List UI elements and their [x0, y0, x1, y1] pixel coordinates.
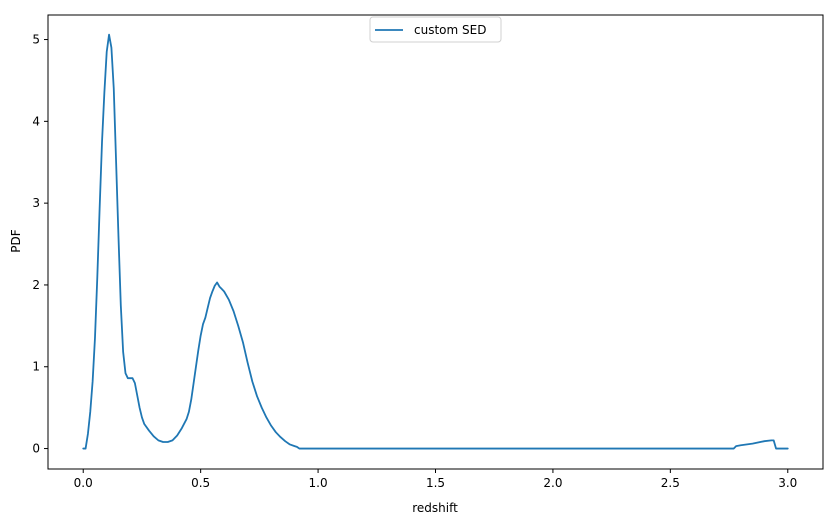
- y-tick-label: 0: [32, 442, 40, 456]
- x-axis-ticks: 0.0 0.5 1.0 1.5 2.0 2.5 3.0: [74, 469, 797, 490]
- legend-label: custom SED: [414, 23, 486, 37]
- x-axis-label: redshift: [412, 501, 458, 515]
- y-axis-label: PDF: [9, 229, 23, 252]
- plot-area: [47, 14, 824, 470]
- legend-frame: [369, 16, 502, 43]
- legend: custom SED: [369, 16, 502, 43]
- x-tick-label: 2.0: [543, 476, 562, 490]
- series-layer: [82, 33, 789, 450]
- x-tick-label: 1.0: [309, 476, 328, 490]
- y-tick-label: 2: [32, 278, 40, 292]
- y-tick-label: 3: [32, 196, 40, 210]
- series-line-custom-sed: [82, 33, 789, 450]
- x-tick-label: 0.0: [74, 476, 93, 490]
- y-tick-label: 1: [32, 360, 40, 374]
- y-tick-label: 5: [32, 33, 40, 47]
- x-tick-label: 2.5: [661, 476, 680, 490]
- x-tick-label: 1.5: [426, 476, 445, 490]
- x-tick-label: 3.0: [778, 476, 797, 490]
- y-tick-label: 4: [32, 114, 40, 128]
- y-axis-ticks: 0 1 2 3 4 5: [32, 33, 48, 456]
- x-tick-label: 0.5: [191, 476, 210, 490]
- plot-frame: [47, 14, 824, 470]
